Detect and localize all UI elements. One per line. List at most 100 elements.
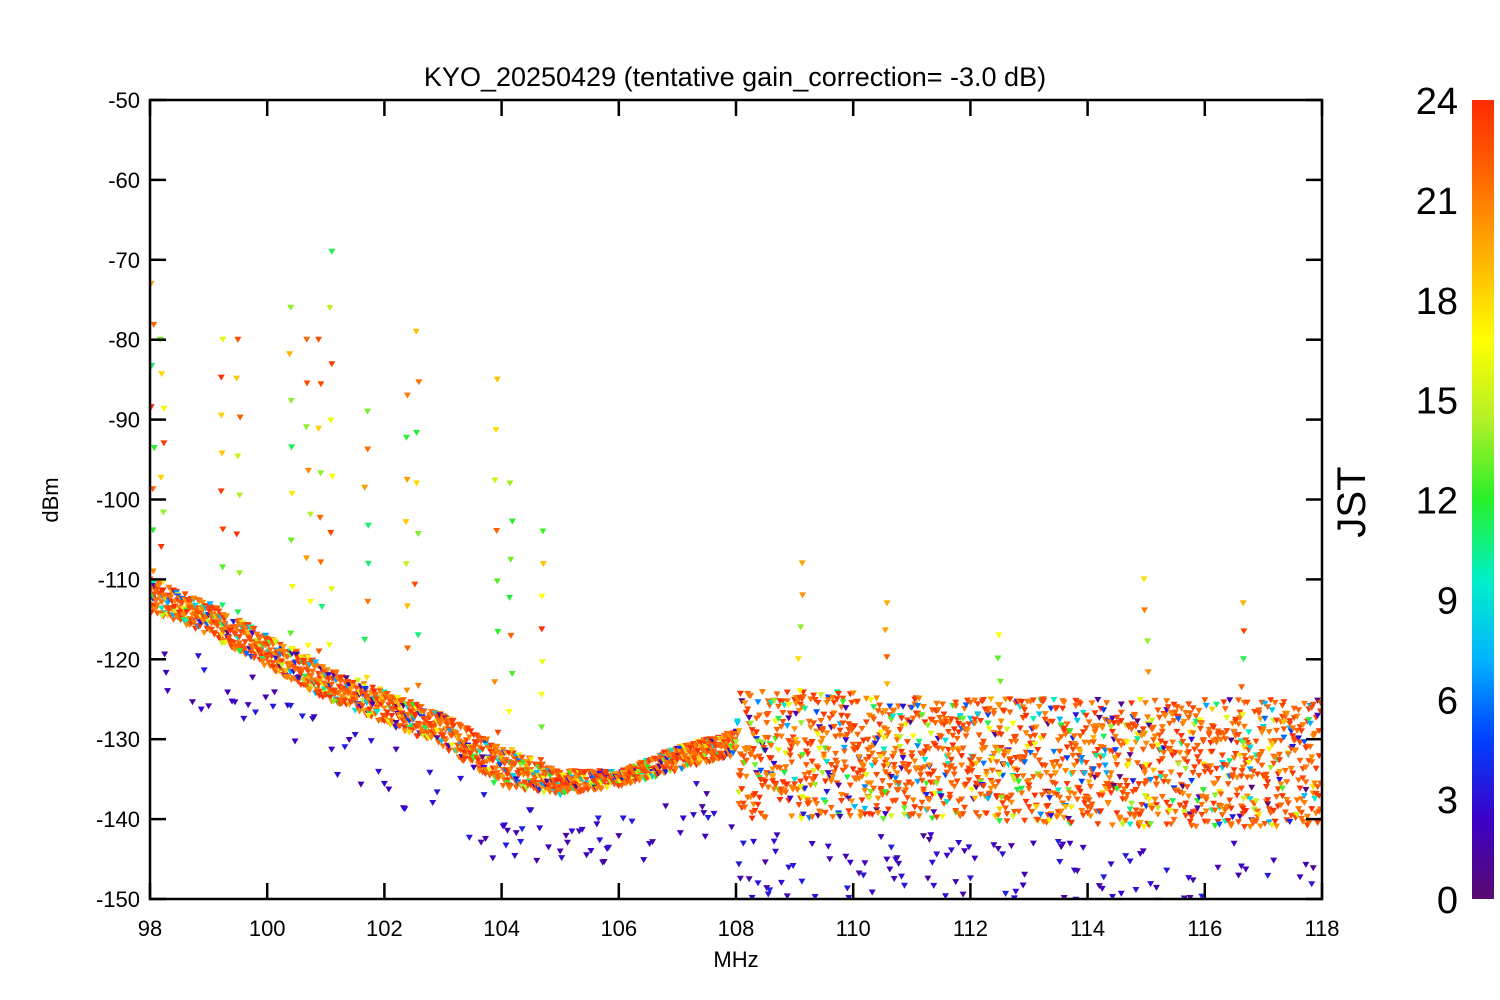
noise-point bbox=[983, 768, 991, 775]
noise-point bbox=[977, 791, 985, 798]
peak-point bbox=[364, 713, 372, 720]
noise-point bbox=[1273, 823, 1281, 830]
peak-point bbox=[286, 351, 294, 358]
noise-point bbox=[1254, 808, 1262, 815]
noise-point bbox=[886, 783, 894, 790]
colorbar-label: JST bbox=[1330, 466, 1374, 537]
y-tick-label: -100 bbox=[96, 488, 140, 513]
noise-point bbox=[1239, 764, 1247, 771]
noise-point bbox=[990, 710, 998, 717]
low-outlier-point bbox=[385, 786, 393, 793]
noise-point bbox=[804, 751, 812, 758]
noise-point bbox=[1141, 766, 1149, 773]
noise-point bbox=[972, 784, 980, 791]
low-outlier-point bbox=[930, 882, 938, 889]
noise-point bbox=[183, 609, 191, 616]
noise-point bbox=[874, 795, 882, 802]
colorbar-tick-label: 0 bbox=[1437, 880, 1458, 922]
low-outlier-point bbox=[578, 826, 586, 833]
noise-point bbox=[1026, 749, 1034, 756]
noise-point bbox=[1182, 765, 1190, 772]
low-outlier-point bbox=[1002, 890, 1010, 897]
noise-point bbox=[397, 707, 405, 714]
noise-point bbox=[1122, 777, 1130, 784]
noise-point bbox=[810, 720, 818, 727]
noise-point bbox=[1158, 793, 1166, 800]
noise-point bbox=[1240, 723, 1248, 730]
noise-point bbox=[1243, 699, 1251, 706]
noise-point bbox=[1179, 738, 1187, 745]
noise-point bbox=[786, 752, 794, 759]
noise-point bbox=[887, 813, 895, 820]
noise-point bbox=[1246, 796, 1254, 803]
noise-point bbox=[1179, 791, 1187, 798]
noise-point bbox=[1188, 778, 1196, 785]
noise-point bbox=[773, 726, 781, 733]
peak-point bbox=[150, 321, 158, 328]
noise-point bbox=[906, 719, 914, 726]
x-tick-label: 102 bbox=[366, 916, 403, 941]
noise-point bbox=[1172, 808, 1179, 815]
noise-point bbox=[1234, 721, 1242, 728]
noise-point bbox=[1040, 733, 1048, 740]
noise-point bbox=[751, 791, 759, 798]
y-tick-label: -150 bbox=[96, 887, 140, 912]
noise-point bbox=[950, 783, 958, 790]
noise-point bbox=[1198, 811, 1206, 818]
noise-point bbox=[849, 741, 857, 748]
noise-point bbox=[1000, 708, 1008, 715]
noise-point bbox=[892, 797, 900, 804]
noise-point bbox=[553, 772, 561, 779]
noise-point bbox=[898, 715, 906, 722]
noise-point bbox=[944, 752, 952, 759]
noise-point bbox=[1117, 701, 1125, 708]
peak-point bbox=[304, 642, 312, 649]
noise-point bbox=[799, 694, 807, 701]
noise-point bbox=[1261, 821, 1269, 828]
noise-point bbox=[802, 776, 810, 783]
noise-point bbox=[928, 815, 936, 822]
noise-point bbox=[1076, 733, 1084, 740]
noise-point bbox=[1268, 742, 1276, 749]
peak-point bbox=[995, 632, 1003, 639]
noise-point bbox=[353, 695, 361, 702]
noise-point bbox=[780, 702, 788, 709]
noise-point bbox=[1129, 778, 1137, 785]
noise-point bbox=[1264, 779, 1272, 786]
noise-point bbox=[1227, 805, 1235, 812]
low-outlier-point bbox=[564, 839, 572, 846]
noise-point bbox=[1248, 784, 1256, 791]
noise-point bbox=[1089, 739, 1097, 746]
noise-point bbox=[925, 762, 933, 769]
low-outlier-point bbox=[262, 694, 270, 701]
low-outlier-point bbox=[224, 689, 232, 696]
noise-point bbox=[873, 803, 881, 810]
noise-point bbox=[981, 744, 989, 751]
noise-point bbox=[735, 728, 743, 735]
noise-point bbox=[732, 739, 740, 746]
noise-point bbox=[865, 712, 873, 719]
noise-point bbox=[1281, 767, 1289, 774]
x-axis: 98 100 102 104 106 108 110 112 114 116 118 bbox=[138, 100, 1340, 941]
noise-point bbox=[1154, 707, 1162, 714]
noise-point bbox=[1059, 756, 1067, 763]
noise-point bbox=[843, 713, 851, 720]
noise-point bbox=[985, 790, 993, 797]
low-outlier-point bbox=[341, 744, 349, 751]
noise-point bbox=[190, 595, 198, 602]
peak-point bbox=[330, 698, 338, 705]
peak-point bbox=[217, 488, 225, 495]
noise-point bbox=[1230, 728, 1238, 735]
noise-point bbox=[1046, 817, 1054, 824]
peak-point bbox=[327, 529, 335, 536]
low-outlier-point bbox=[596, 837, 604, 844]
noise-point bbox=[1226, 697, 1234, 704]
noise-point bbox=[188, 617, 196, 624]
noise-point bbox=[215, 608, 223, 615]
noise-point bbox=[821, 778, 829, 785]
noise-point bbox=[855, 741, 863, 748]
noise-point bbox=[1062, 768, 1070, 775]
noise-point bbox=[925, 745, 933, 752]
noise-point bbox=[835, 782, 843, 789]
noise-point bbox=[1226, 797, 1234, 804]
